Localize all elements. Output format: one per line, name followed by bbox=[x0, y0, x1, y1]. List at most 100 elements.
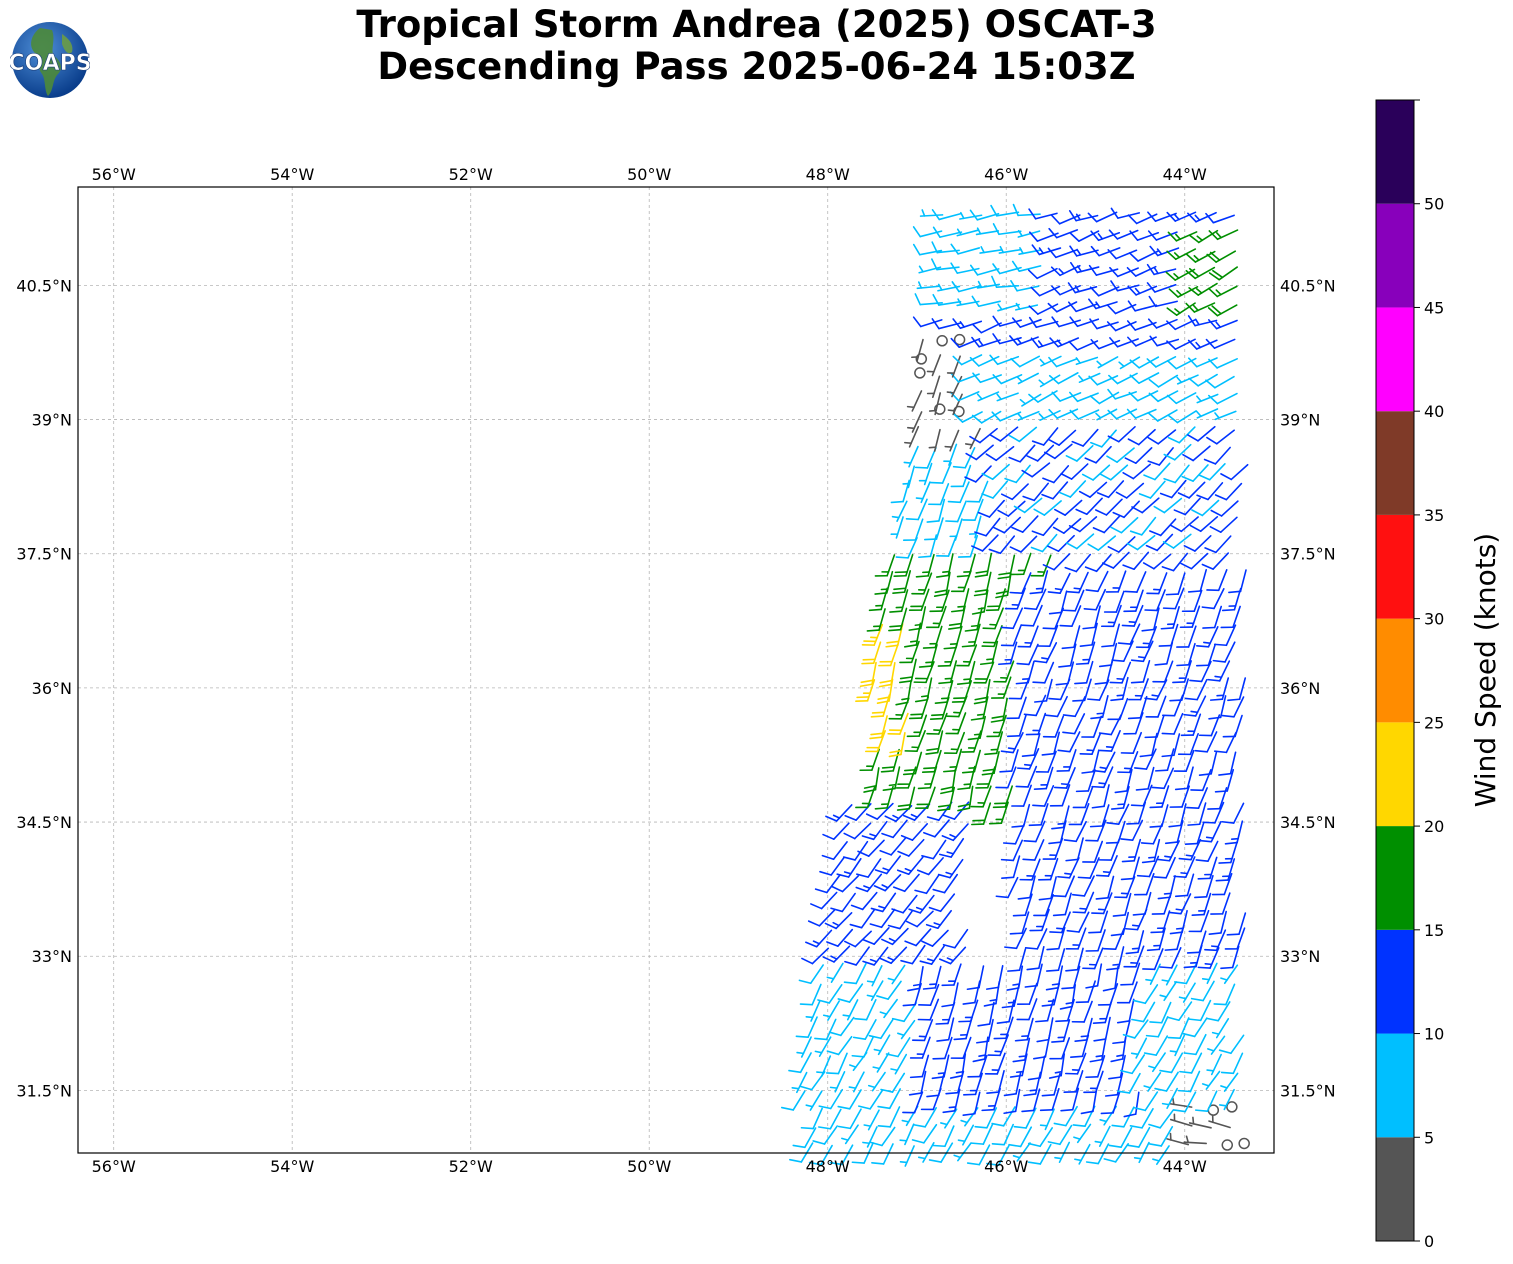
wind-barb bbox=[1106, 447, 1135, 463]
wind-barb bbox=[1109, 661, 1132, 684]
wind-barb bbox=[1198, 821, 1222, 843]
wind-barb bbox=[1212, 641, 1236, 663]
wind-barb bbox=[1025, 712, 1047, 736]
wind-barb bbox=[1214, 769, 1235, 793]
wind-barb bbox=[975, 766, 996, 789]
wind-barb bbox=[1166, 392, 1197, 405]
wind-barb bbox=[1205, 212, 1235, 224]
wind-barb bbox=[1208, 910, 1227, 935]
lon-tick-label-bottom: 56°W bbox=[92, 1157, 136, 1176]
wind-barb bbox=[1068, 803, 1090, 826]
wind-barb bbox=[1020, 604, 1043, 627]
wind-barb bbox=[1127, 695, 1148, 720]
wind-barb bbox=[942, 928, 969, 949]
wind-barb bbox=[1129, 516, 1157, 536]
colorbar-bin bbox=[1376, 929, 1414, 1034]
wind-barb bbox=[987, 1034, 1009, 1057]
wind-barb bbox=[952, 318, 983, 329]
wind-barb bbox=[1080, 1088, 1098, 1115]
wind-barb bbox=[915, 786, 936, 809]
wind-barb bbox=[881, 927, 909, 946]
wind-barb bbox=[1108, 229, 1139, 240]
wind-barb bbox=[1146, 927, 1166, 952]
wind-barb bbox=[855, 873, 883, 893]
wind-barb bbox=[843, 822, 872, 840]
wind-barb bbox=[824, 912, 853, 930]
wind-barb bbox=[1154, 748, 1175, 772]
wind-barb bbox=[1222, 714, 1243, 738]
wind-barb bbox=[1176, 642, 1196, 667]
wind-barb bbox=[1042, 715, 1065, 738]
wind-barb bbox=[1166, 1001, 1193, 1022]
wind-barb bbox=[865, 802, 894, 820]
wind-barb bbox=[1214, 410, 1237, 421]
wind-barb bbox=[907, 965, 924, 992]
wind-barb bbox=[912, 243, 943, 256]
wind-barb bbox=[1075, 356, 1099, 366]
wind-barb bbox=[1188, 999, 1212, 1022]
wind-barb bbox=[1008, 677, 1030, 700]
wind-barb bbox=[1218, 1088, 1235, 1111]
wind-barb bbox=[1065, 533, 1095, 550]
wind-barb bbox=[1045, 965, 1064, 991]
wind-barb bbox=[1034, 678, 1053, 703]
wind-barb bbox=[914, 874, 940, 895]
lat-tick-label-right: 33°N bbox=[1280, 947, 1320, 966]
wind-barb bbox=[971, 534, 999, 552]
wind-barb bbox=[946, 695, 968, 718]
wind-barb bbox=[1108, 372, 1138, 385]
wind-barb bbox=[873, 874, 902, 892]
wind-barb bbox=[1187, 339, 1218, 350]
wind-barb bbox=[1221, 696, 1245, 718]
wind-barb bbox=[1161, 694, 1184, 717]
wind-barb bbox=[1161, 1087, 1178, 1109]
wind-barb bbox=[889, 589, 909, 613]
wind-barb bbox=[1096, 356, 1119, 369]
wind-barb bbox=[1198, 463, 1226, 481]
wind-barb bbox=[1012, 1037, 1031, 1063]
wind-barb bbox=[1103, 927, 1125, 950]
wind-barb bbox=[1028, 316, 1059, 329]
wind-barb bbox=[1058, 480, 1087, 498]
wind-barb bbox=[1149, 804, 1169, 828]
wind-barb bbox=[1112, 1019, 1131, 1045]
wind-barbs bbox=[780, 203, 1250, 1167]
wind-barb bbox=[1045, 695, 1068, 718]
wind-barb bbox=[986, 1069, 1005, 1095]
wind-barb bbox=[971, 802, 992, 826]
wind-barb bbox=[822, 822, 850, 840]
wind-barb bbox=[1213, 731, 1237, 754]
wind-barb bbox=[1164, 819, 1184, 845]
wind-barb bbox=[1128, 678, 1149, 701]
wind-barb bbox=[1033, 1034, 1051, 1060]
wind-barb bbox=[995, 766, 1017, 789]
wind-barb bbox=[825, 804, 853, 822]
wind-barb bbox=[1017, 875, 1036, 900]
wind-barb bbox=[1037, 624, 1059, 647]
wind-barb bbox=[1194, 874, 1214, 899]
wind-barb bbox=[1002, 822, 1026, 845]
wind-barb bbox=[1173, 856, 1196, 878]
wind-barb bbox=[1174, 766, 1194, 791]
wind-barb bbox=[1207, 660, 1231, 682]
wind-barb bbox=[1011, 803, 1031, 828]
wind-barb bbox=[950, 1036, 972, 1059]
wind-barb bbox=[990, 676, 1012, 699]
wind-barb bbox=[1143, 1035, 1169, 1056]
wind-barb bbox=[928, 893, 956, 913]
wind-barb bbox=[974, 552, 993, 578]
wind-barb bbox=[971, 410, 1002, 424]
wind-barb bbox=[1023, 588, 1047, 611]
wind-barb bbox=[1011, 515, 1039, 533]
wind-barb bbox=[949, 1053, 967, 1079]
lon-tick-label-top: 46°W bbox=[984, 165, 1028, 184]
wind-barb bbox=[1110, 280, 1140, 292]
wind-barb bbox=[1169, 909, 1188, 935]
wind-barb bbox=[868, 1018, 894, 1040]
wind-barb bbox=[1015, 765, 1038, 788]
wind-barb bbox=[867, 1071, 886, 1092]
wind-barb bbox=[1165, 572, 1186, 596]
wind-barb bbox=[888, 732, 906, 758]
wind-barb bbox=[1144, 589, 1166, 612]
wind-barb bbox=[1148, 1109, 1175, 1129]
